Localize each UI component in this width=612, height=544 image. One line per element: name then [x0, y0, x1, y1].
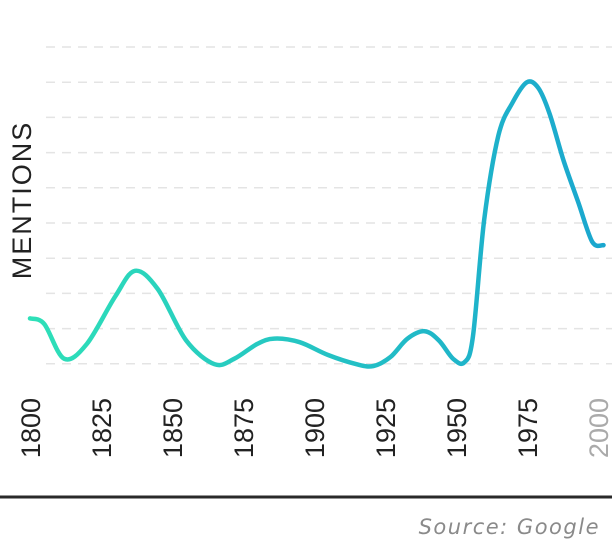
- x-tick-label: 1975: [513, 398, 543, 458]
- x-tick-label: 1825: [87, 398, 117, 458]
- x-axis-ticks: 1800 1825 1850 1875 1900 1925 1950 1975 2000: [16, 398, 612, 458]
- x-tick-label: 1900: [300, 398, 330, 458]
- y-axis-label: MENTIONS: [7, 121, 37, 280]
- x-tick-label: 1950: [442, 398, 472, 458]
- x-tick-label: 1850: [158, 398, 188, 458]
- x-tick-label: 1800: [16, 398, 46, 458]
- x-tick-label: 1875: [229, 398, 259, 458]
- series-line: [27, 79, 606, 369]
- source-note: Source: Google: [418, 515, 600, 539]
- x-tick-label: 2000: [584, 398, 612, 458]
- x-tick-label: 1925: [371, 398, 401, 458]
- gridlines: [46, 46, 612, 365]
